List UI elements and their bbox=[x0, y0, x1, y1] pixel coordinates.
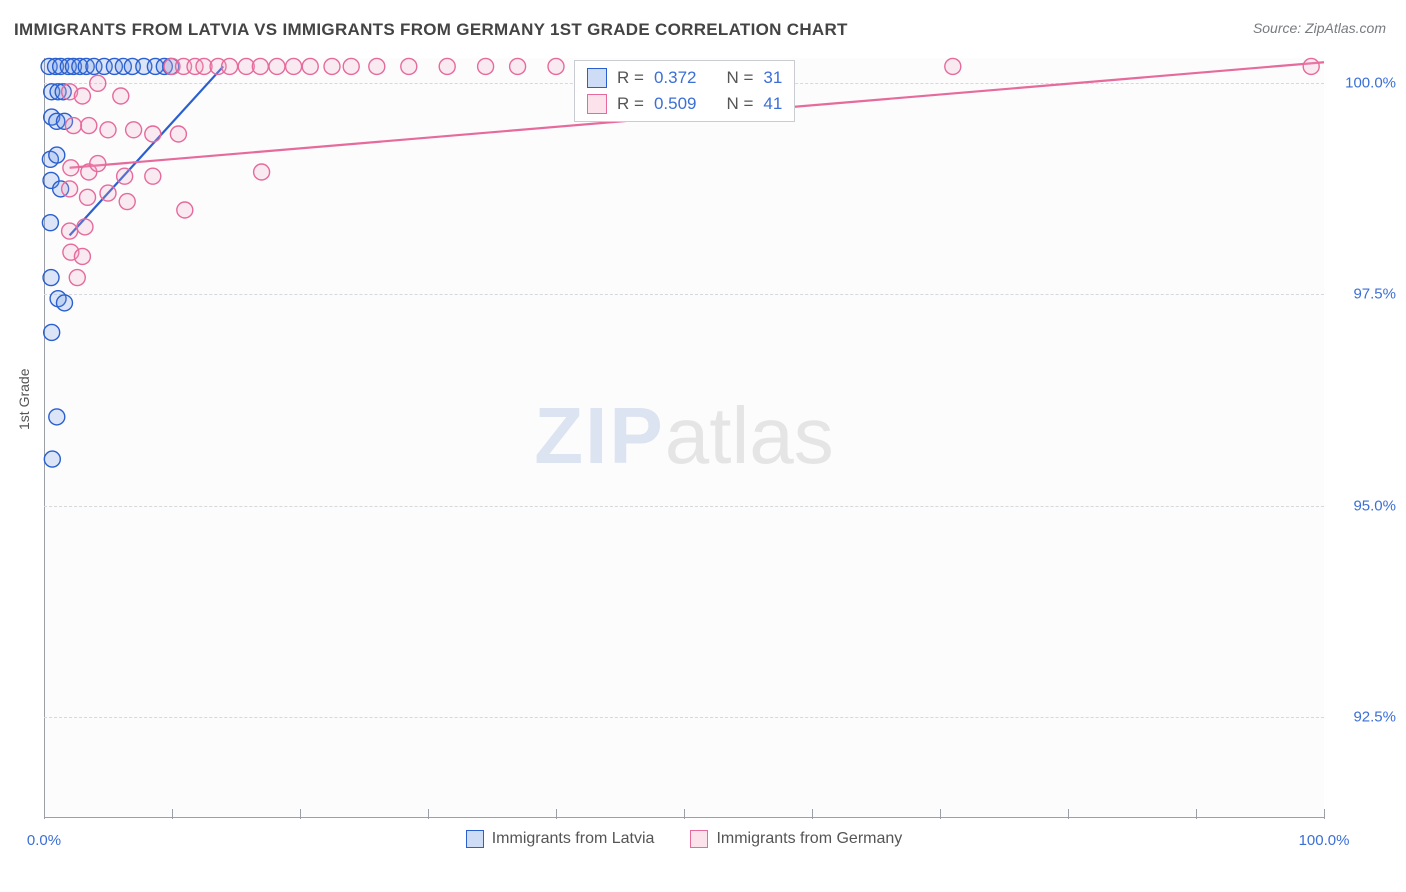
swatch-latvia bbox=[587, 68, 607, 88]
x-tick bbox=[556, 809, 557, 819]
stats-row-latvia: R = 0.372 N = 31 bbox=[575, 65, 794, 91]
data-point-germany bbox=[100, 122, 116, 138]
data-point-germany bbox=[170, 126, 186, 142]
data-point-germany bbox=[302, 58, 318, 74]
stats-r-label: R = bbox=[617, 68, 644, 88]
chart-container: IMMIGRANTS FROM LATVIA VS IMMIGRANTS FRO… bbox=[0, 0, 1406, 892]
plot-area: ZIPatlas R =0.372N =31R =0.509N =41 0.0%… bbox=[44, 58, 1324, 818]
data-point-germany bbox=[439, 58, 455, 74]
data-point-germany bbox=[100, 185, 116, 201]
swatch-germany bbox=[587, 94, 607, 114]
x-tick bbox=[812, 809, 813, 819]
stats-r-value: 0.372 bbox=[654, 68, 697, 88]
legend-item-germany: Immigrants from Germany bbox=[690, 830, 902, 848]
regression-line-latvia bbox=[70, 66, 224, 235]
x-tick bbox=[1324, 809, 1325, 819]
data-point-germany bbox=[324, 58, 340, 74]
data-point-latvia bbox=[49, 147, 65, 163]
data-point-germany bbox=[269, 58, 285, 74]
y-tick-label: 92.5% bbox=[1336, 708, 1396, 725]
legend-swatch-germany bbox=[690, 830, 708, 848]
x-tick bbox=[684, 809, 685, 819]
stats-n-value: 41 bbox=[763, 94, 782, 114]
data-point-germany bbox=[81, 118, 97, 134]
scatter-svg bbox=[44, 58, 1324, 818]
y-tick-label: 100.0% bbox=[1336, 75, 1396, 92]
legend-item-latvia: Immigrants from Latvia bbox=[466, 830, 655, 848]
y-tick-label: 97.5% bbox=[1336, 286, 1396, 303]
data-point-germany bbox=[478, 58, 494, 74]
data-point-germany bbox=[113, 88, 129, 104]
stats-n-value: 31 bbox=[763, 68, 782, 88]
x-tick bbox=[940, 809, 941, 819]
data-point-germany bbox=[145, 168, 161, 184]
data-point-latvia bbox=[49, 409, 65, 425]
x-tick bbox=[44, 809, 45, 819]
data-point-germany bbox=[77, 219, 93, 235]
data-point-germany bbox=[74, 248, 90, 264]
data-point-germany bbox=[252, 58, 268, 74]
data-point-latvia bbox=[43, 270, 59, 286]
data-point-germany bbox=[65, 118, 81, 134]
data-point-germany bbox=[177, 202, 193, 218]
data-point-germany bbox=[63, 160, 79, 176]
stats-row-germany: R = 0.509 N = 41 bbox=[575, 91, 794, 117]
stats-r-value: 0.509 bbox=[654, 94, 697, 114]
stats-n-label: N = bbox=[726, 68, 753, 88]
y-axis-label: 1st Grade bbox=[16, 369, 32, 430]
data-point-germany bbox=[119, 194, 135, 210]
data-point-germany bbox=[254, 164, 270, 180]
data-point-germany bbox=[145, 126, 161, 142]
data-point-germany bbox=[62, 223, 78, 239]
x-tick bbox=[172, 809, 173, 819]
data-point-germany bbox=[286, 58, 302, 74]
correlation-stats-box: R = 0.372 N = 31 R = 0.509 N = 41 bbox=[574, 60, 795, 122]
data-point-germany bbox=[343, 58, 359, 74]
data-point-germany bbox=[548, 58, 564, 74]
data-point-germany bbox=[945, 58, 961, 74]
chart-title: IMMIGRANTS FROM LATVIA VS IMMIGRANTS FRO… bbox=[14, 20, 848, 40]
stats-r-label: R = bbox=[617, 94, 644, 114]
data-point-germany bbox=[510, 58, 526, 74]
data-point-germany bbox=[117, 168, 133, 184]
data-point-germany bbox=[80, 189, 96, 205]
data-point-latvia bbox=[56, 295, 72, 311]
data-point-germany bbox=[90, 75, 106, 91]
data-point-latvia bbox=[42, 215, 58, 231]
data-point-germany bbox=[1303, 58, 1319, 74]
x-tick bbox=[1068, 809, 1069, 819]
data-point-germany bbox=[62, 181, 78, 197]
y-tick-label: 95.0% bbox=[1336, 497, 1396, 514]
x-tick bbox=[300, 809, 301, 819]
legend-label: Immigrants from Germany bbox=[716, 830, 902, 848]
source-attribution: Source: ZipAtlas.com bbox=[1253, 20, 1386, 36]
stats-n-label: N = bbox=[726, 94, 753, 114]
data-point-germany bbox=[222, 58, 238, 74]
data-point-germany bbox=[369, 58, 385, 74]
x-tick bbox=[1196, 809, 1197, 819]
data-point-germany bbox=[126, 122, 142, 138]
legend: Immigrants from Latvia Immigrants from Ge… bbox=[44, 830, 1324, 848]
data-point-germany bbox=[90, 156, 106, 172]
data-point-germany bbox=[74, 88, 90, 104]
legend-label: Immigrants from Latvia bbox=[492, 830, 655, 848]
data-point-germany bbox=[401, 58, 417, 74]
x-tick bbox=[428, 809, 429, 819]
data-point-latvia bbox=[44, 451, 60, 467]
legend-swatch-latvia bbox=[466, 830, 484, 848]
data-point-germany bbox=[69, 270, 85, 286]
data-point-latvia bbox=[44, 324, 60, 340]
